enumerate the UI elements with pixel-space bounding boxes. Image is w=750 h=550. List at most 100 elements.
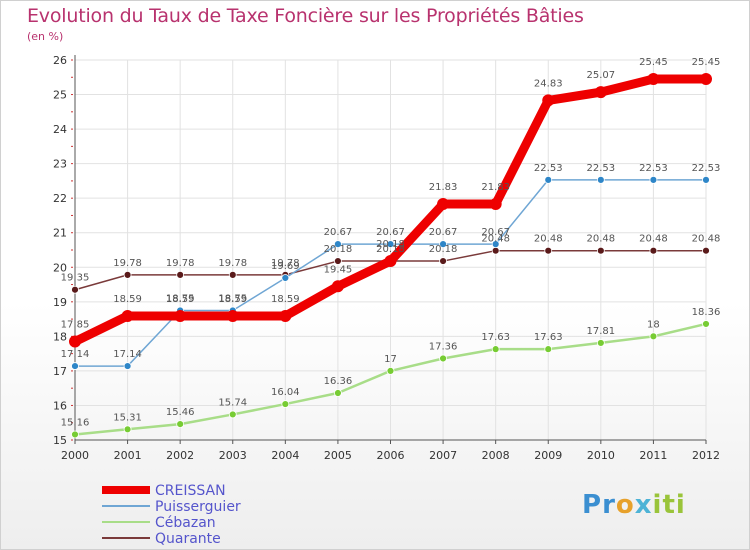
data-point	[491, 246, 500, 255]
proxiti-logo: Proxiti	[582, 490, 686, 520]
data-point	[334, 389, 342, 397]
data-point	[386, 240, 395, 249]
data-point	[649, 246, 658, 255]
data-point	[544, 246, 553, 255]
data-label: 21.83	[429, 182, 458, 193]
data-label: 17	[384, 354, 397, 365]
data-point	[700, 73, 712, 85]
data-label: 19.78	[166, 258, 195, 269]
data-point	[176, 270, 185, 279]
data-point	[439, 257, 447, 265]
y-tick-label: 15	[53, 434, 67, 447]
data-point	[384, 255, 397, 268]
data-label: 18.59	[113, 294, 142, 305]
data-point	[702, 246, 710, 255]
data-point	[596, 339, 605, 347]
data-label: 17.85	[61, 320, 90, 331]
y-tick-label: 26	[53, 54, 67, 67]
data-point	[544, 345, 553, 354]
data-label: 22.53	[534, 163, 563, 174]
y-tick-label: 23	[53, 158, 67, 171]
x-tick-label: 2012	[692, 449, 720, 462]
x-tick-label: 2005	[324, 449, 352, 462]
data-label: 19.78	[113, 258, 142, 269]
data-label: 18	[647, 319, 660, 330]
data-point	[386, 367, 395, 375]
data-label: 18.75	[218, 293, 247, 304]
data-point	[544, 175, 553, 184]
data-label: 15.16	[61, 417, 90, 428]
data-label: 18.59	[218, 294, 247, 305]
chart-title: Evolution du Taux de Taxe Foncière sur l…	[27, 5, 584, 27]
data-point	[279, 309, 292, 322]
data-label: 20.48	[481, 234, 510, 245]
y-tick-label: 20	[53, 261, 67, 274]
data-label: 25.45	[639, 57, 668, 68]
data-label: 19.78	[218, 258, 247, 269]
data-label: 20.18	[376, 244, 405, 255]
y-tick-label: 22	[53, 192, 67, 205]
y-tick-label: 25	[53, 89, 67, 102]
x-tick-label: 2003	[219, 449, 247, 462]
x-tick-label: 2006	[377, 449, 405, 462]
x-tick-label: 2002	[166, 449, 194, 462]
data-label: 17.63	[481, 332, 510, 343]
data-point	[702, 175, 710, 184]
data-label: 20.48	[534, 234, 563, 245]
data-point	[281, 400, 290, 408]
data-label: 20.18	[429, 244, 458, 255]
x-tick-label: 2009	[534, 449, 562, 462]
data-label: 17.63	[534, 332, 563, 343]
chart-unit-label: (en %)	[27, 30, 64, 43]
data-label: 15.31	[113, 412, 142, 423]
data-label: 20.67	[376, 227, 405, 238]
x-tick-label: 2001	[114, 449, 142, 462]
data-label: 22.53	[587, 163, 616, 174]
data-label: 16.04	[271, 387, 300, 398]
x-tick-label: 2010	[587, 449, 615, 462]
data-point	[334, 240, 342, 249]
data-point	[596, 175, 605, 184]
legend-label: Puisserguier	[155, 499, 241, 515]
data-point	[596, 246, 605, 255]
data-point	[542, 94, 555, 107]
data-label: 15.74	[218, 397, 247, 408]
data-label: 18.36	[692, 307, 721, 318]
data-point	[439, 240, 447, 249]
data-point	[281, 274, 290, 282]
data-label: 17.14	[113, 349, 142, 360]
data-label: 21.83	[481, 182, 510, 193]
y-tick-label: 19	[53, 296, 67, 309]
data-label: 20.67	[481, 227, 510, 238]
data-label: 20.18	[324, 244, 353, 255]
data-point	[71, 362, 79, 370]
y-tick-label: 17	[53, 365, 67, 378]
data-point	[489, 198, 502, 211]
x-tick-label: 2004	[271, 449, 299, 462]
data-label: 19.35	[61, 273, 90, 284]
data-label: 20.67	[324, 227, 353, 238]
data-point	[437, 198, 450, 211]
y-tick-label: 16	[53, 399, 67, 412]
data-label: 25.07	[587, 70, 616, 81]
data-label: 20.48	[692, 234, 721, 245]
data-label: 15.46	[166, 407, 195, 418]
data-point	[123, 270, 132, 279]
data-point	[649, 332, 658, 341]
data-point	[439, 354, 447, 363]
data-point	[334, 257, 342, 265]
data-point	[123, 425, 132, 434]
legend-label: Cébazan	[155, 515, 216, 531]
data-point	[649, 175, 658, 184]
data-label: 20.67	[429, 227, 458, 238]
data-point	[228, 270, 237, 279]
data-point	[491, 240, 500, 249]
data-label: 22.53	[639, 163, 668, 174]
data-label: 18.75	[166, 293, 195, 304]
y-tick-label: 18	[53, 330, 67, 343]
data-point	[69, 335, 81, 348]
data-label: 22.53	[692, 163, 721, 174]
legend-label: Quarante	[155, 531, 221, 547]
data-point	[491, 345, 500, 354]
